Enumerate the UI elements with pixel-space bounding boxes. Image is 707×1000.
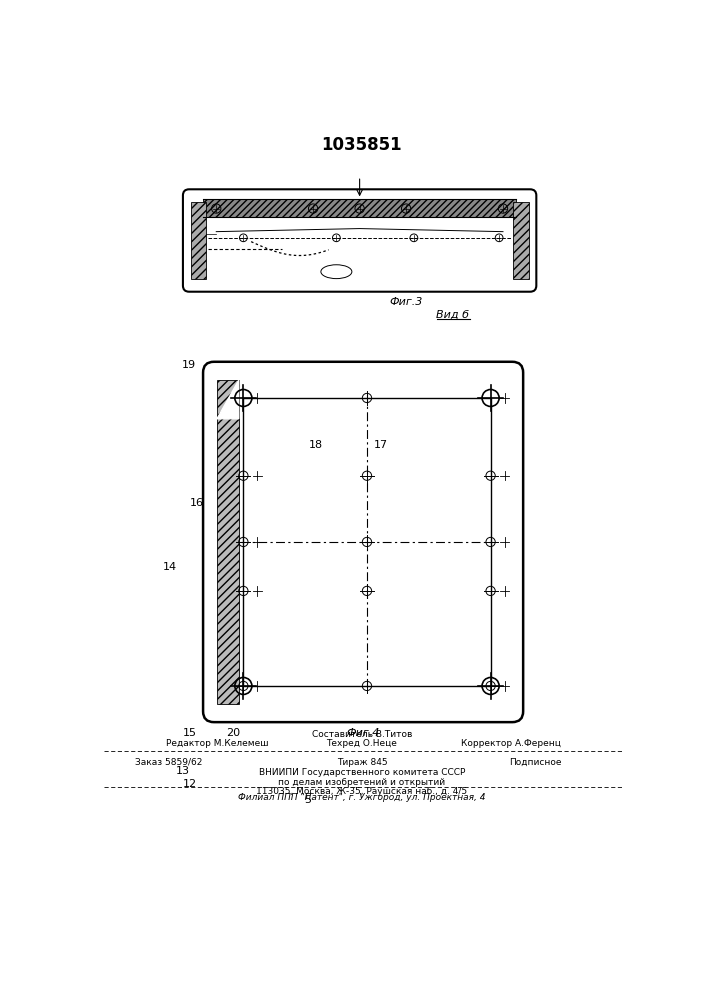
Bar xyxy=(191,202,206,279)
Text: 14: 14 xyxy=(163,562,177,572)
Text: Тираж 845: Тираж 845 xyxy=(337,758,387,767)
Text: Филиал ППП "Патент", г. Ужгород, ул. Проектная, 4: Филиал ППП "Патент", г. Ужгород, ул. Про… xyxy=(238,793,486,802)
Text: 19: 19 xyxy=(182,360,196,370)
Text: ВНИИПИ Государственного комитета СССР: ВНИИПИ Государственного комитета СССР xyxy=(259,768,465,777)
Text: Техред О.Неце: Техред О.Неце xyxy=(327,739,397,748)
Text: по делам изобретений и открытий: по делам изобретений и открытий xyxy=(279,778,445,787)
Text: Редактор М.Келемеш: Редактор М.Келемеш xyxy=(166,739,269,748)
Text: 20: 20 xyxy=(226,728,240,738)
Text: Фиг.4: Фиг.4 xyxy=(346,728,380,738)
Text: 16: 16 xyxy=(190,498,204,508)
Bar xyxy=(217,380,239,704)
Text: Фиг.3: Фиг.3 xyxy=(390,297,423,307)
Text: 1035851: 1035851 xyxy=(322,136,402,154)
Polygon shape xyxy=(217,380,239,419)
Bar xyxy=(243,398,491,686)
Text: 13: 13 xyxy=(175,766,189,776)
Text: Вид б: Вид б xyxy=(436,310,469,320)
Text: Подписное: Подписное xyxy=(508,758,561,767)
FancyBboxPatch shape xyxy=(183,189,537,292)
Ellipse shape xyxy=(321,265,352,279)
Text: 17: 17 xyxy=(374,440,388,450)
Text: Составитель В.Титов: Составитель В.Титов xyxy=(312,730,412,739)
Text: 113035, Москва, Ж-35, Раушская наб., д. 4/5: 113035, Москва, Ж-35, Раушская наб., д. … xyxy=(257,787,467,796)
Text: 5: 5 xyxy=(304,795,311,805)
FancyBboxPatch shape xyxy=(203,362,523,722)
Text: 15: 15 xyxy=(182,728,197,738)
Text: 18: 18 xyxy=(309,440,323,450)
Bar xyxy=(203,199,516,217)
Bar xyxy=(513,202,529,279)
Text: Корректор А.Ференц: Корректор А.Ференц xyxy=(461,739,561,748)
Text: Заказ 5859/62: Заказ 5859/62 xyxy=(135,758,202,767)
Text: 12: 12 xyxy=(182,779,197,789)
